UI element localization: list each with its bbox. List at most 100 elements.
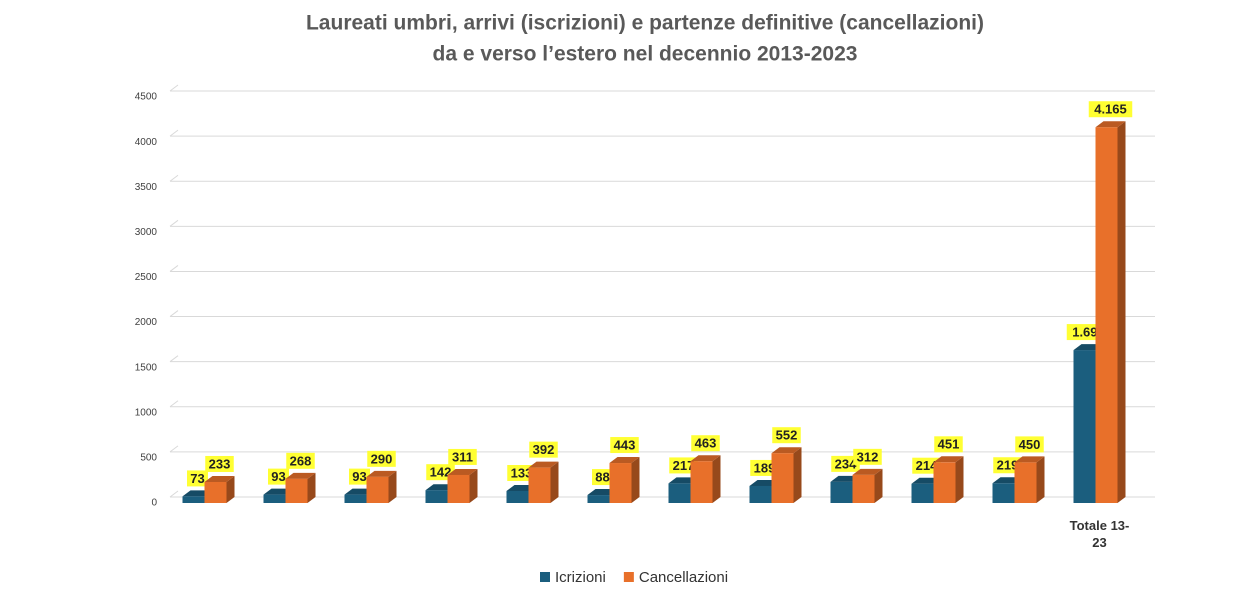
bar-face	[285, 472, 316, 479]
bar-face	[1036, 456, 1045, 503]
grid-line	[169, 219, 179, 227]
bar-face	[1095, 127, 1118, 504]
bar-face	[307, 472, 316, 503]
value-label: 234	[835, 456, 857, 471]
bar-face	[852, 468, 883, 475]
bar-face	[550, 461, 559, 503]
bar-face	[1073, 350, 1096, 503]
y-tick-label: 500	[140, 453, 157, 464]
value-label-bg	[592, 469, 613, 486]
bar	[609, 457, 640, 503]
value-label-bg	[934, 436, 963, 453]
value-label-bg	[1015, 436, 1044, 453]
grid-line	[169, 129, 179, 137]
grid-line	[169, 400, 179, 408]
bar-face	[182, 496, 205, 503]
bar-face	[226, 475, 235, 503]
bar-face	[1014, 456, 1045, 463]
legend-label: Icrizioni	[555, 569, 606, 586]
value-label-bg	[448, 448, 477, 465]
grid-line	[169, 355, 179, 363]
value-label-bg	[529, 441, 558, 458]
value-label: 443	[614, 437, 636, 452]
grid-line	[169, 310, 179, 317]
value-label: 93	[271, 469, 285, 484]
value-label: 392	[533, 442, 555, 457]
bar-face	[852, 474, 875, 503]
value-label: 312	[857, 449, 879, 464]
bar-face	[528, 467, 551, 503]
bar-face	[911, 483, 934, 503]
legend-label: Cancellazioni	[639, 569, 728, 586]
value-label: 268	[290, 453, 312, 468]
y-tick-label: 1000	[135, 407, 158, 418]
value-label-bg	[286, 452, 315, 469]
y-tick-label: 3500	[135, 182, 158, 193]
grid-line	[169, 490, 179, 498]
bar	[204, 475, 235, 503]
bar-face	[690, 455, 721, 462]
bar	[690, 455, 721, 503]
bar-face	[992, 483, 1015, 503]
value-label-bg	[691, 435, 720, 452]
bar-face	[609, 463, 632, 503]
bar-face	[469, 468, 478, 503]
value-label-bg	[1088, 101, 1133, 118]
grid-line	[169, 84, 179, 92]
y-tick-label: 4500	[135, 92, 158, 103]
y-tick-label: 2500	[135, 272, 158, 283]
value-label: 88	[595, 469, 609, 484]
bar-face	[668, 483, 691, 503]
value-label: 73	[190, 471, 204, 486]
value-label: 219	[997, 458, 1019, 473]
value-label: 311	[452, 449, 473, 464]
value-label-bg	[268, 468, 289, 485]
bar	[447, 468, 478, 503]
value-label: 290	[371, 451, 393, 466]
bar-face	[506, 491, 529, 503]
legend-swatch	[623, 572, 634, 582]
bar-face	[204, 481, 227, 503]
value-label: 4.165	[1094, 102, 1127, 117]
bar-face	[749, 485, 772, 503]
bar-face	[447, 468, 478, 475]
value-label: 217	[673, 458, 695, 473]
y-tick-label: 3000	[135, 227, 158, 238]
bar-face	[1014, 462, 1037, 503]
bar-face	[425, 490, 448, 503]
bar-face	[771, 453, 794, 503]
value-label: 552	[776, 428, 798, 443]
bar-face	[933, 456, 964, 463]
value-label: 133	[511, 465, 533, 480]
bar	[852, 468, 883, 503]
value-label: 142	[430, 465, 452, 480]
value-label: 189	[754, 460, 776, 475]
value-label: 233	[209, 456, 231, 471]
bar-face	[771, 447, 802, 454]
bar-face	[955, 456, 964, 503]
value-label: 93	[352, 469, 366, 484]
bar-face	[344, 494, 367, 503]
value-label: 214	[916, 458, 938, 473]
chart-title: Laureati umbri, arrivi (iscrizioni) e pa…	[306, 12, 984, 35]
y-tick-label: 4000	[135, 137, 158, 148]
bar-face	[933, 462, 956, 503]
value-label: 463	[695, 436, 717, 451]
bar-face	[609, 457, 640, 464]
grid-line	[169, 174, 179, 182]
value-label: 450	[1019, 437, 1041, 452]
value-label-bg	[349, 468, 370, 485]
bar-face	[631, 457, 640, 503]
value-label: 451	[938, 437, 960, 452]
x-tick-label: Totale 13-23	[1070, 518, 1130, 550]
legend-swatch	[540, 572, 550, 582]
bar	[771, 447, 802, 503]
bar-face	[830, 481, 853, 503]
bar-face	[528, 461, 559, 468]
bar-face	[366, 470, 397, 477]
bar-face	[874, 468, 883, 503]
bar-face	[366, 476, 389, 503]
y-tick-label: 0	[151, 498, 157, 509]
bar-face	[388, 470, 397, 503]
